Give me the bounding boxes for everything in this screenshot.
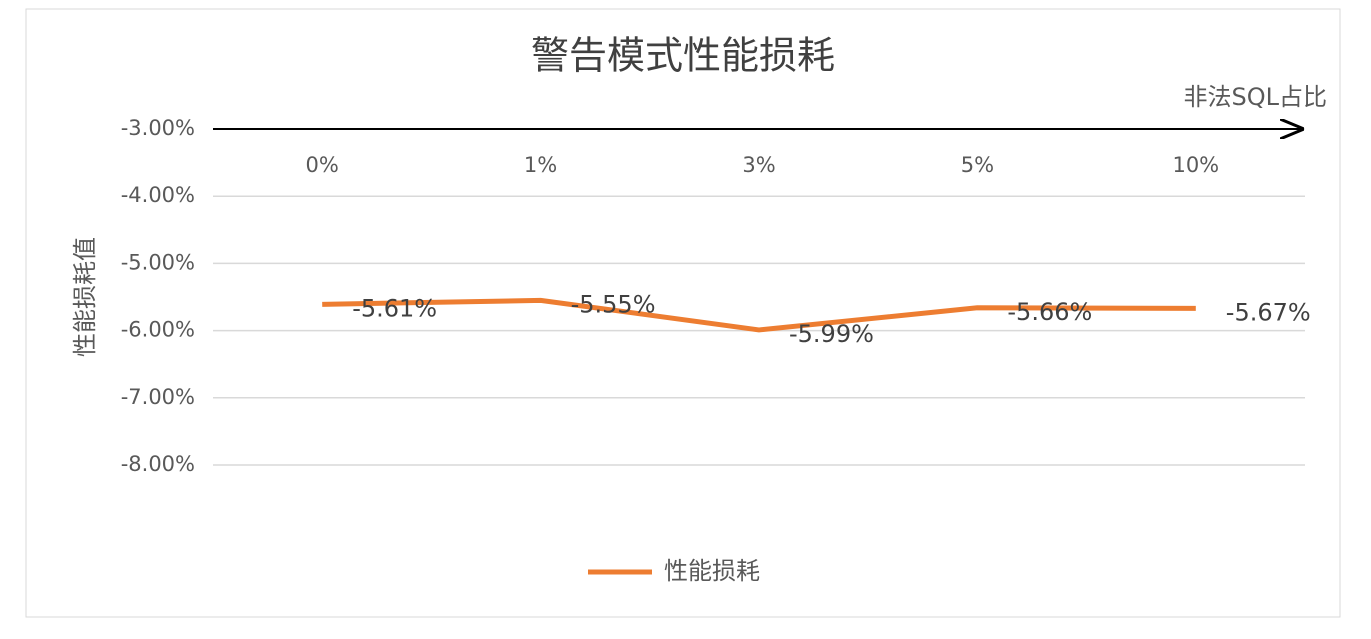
y-tick-label: -6.00% (121, 318, 195, 342)
data-label: -5.99% (789, 320, 874, 348)
y-tick-label: -4.00% (121, 183, 195, 207)
x-axis-title: 非法SQL占比 (1184, 83, 1328, 111)
y-tick-label: -8.00% (121, 452, 195, 476)
legend-label: 性能损耗 (664, 557, 760, 585)
x-tick-label: 10% (1172, 153, 1219, 177)
y-tick-label: -5.00% (121, 250, 195, 274)
x-tick-label: 0% (306, 153, 339, 177)
chart-border (25, 8, 1341, 618)
data-label: -5.55% (571, 290, 656, 318)
y-tick-label: -3.00% (121, 116, 195, 140)
x-tick-label: 5% (961, 153, 994, 177)
chart-title: 警告模式性能损耗 (531, 34, 835, 78)
y-tick-label: -7.00% (121, 385, 195, 409)
x-tick-label: 1% (524, 153, 557, 177)
x-tick-label: 3% (742, 153, 775, 177)
line (322, 297, 1196, 333)
data-label: -5.67% (1226, 298, 1311, 326)
data-label: -5.66% (1007, 298, 1092, 326)
data-label: -5.61% (352, 294, 437, 322)
y-axis-title: 性能损耗值 (71, 237, 99, 357)
